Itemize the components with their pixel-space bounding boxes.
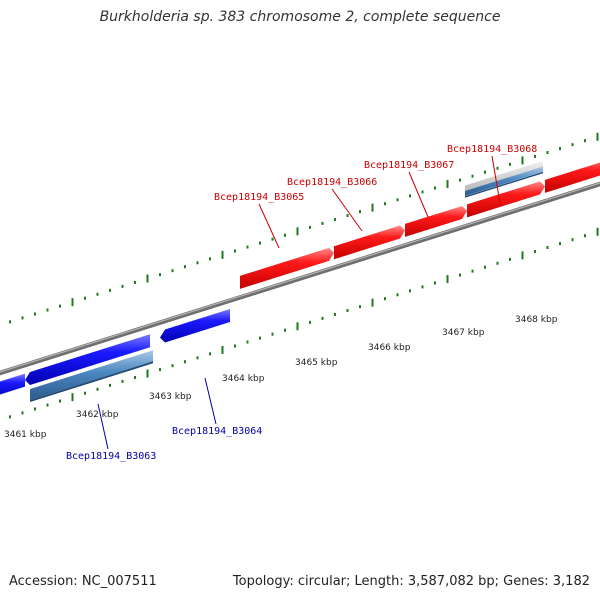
gene-label: Bcep18194_B3066 [287, 177, 377, 188]
feature-track-grey [465, 160, 543, 192]
forward-gene-arrow [545, 162, 600, 193]
sequence-backbone-highlight [0, 182, 600, 373]
kbp-label: 3468 kbp [515, 315, 558, 325]
accession-text: Accession: NC_007511 [9, 574, 157, 589]
feature-track-edge [465, 171, 543, 198]
forward-gene-arrow [467, 181, 545, 218]
kbp-label: 3465 kbp [295, 358, 338, 368]
forward-gene-arrow [405, 205, 467, 237]
kbp-label: 3466 kbp [368, 343, 411, 353]
reverse-gene-arrow [160, 309, 230, 343]
cds-feature-edge [30, 361, 153, 403]
topology-text: Topology: circular; Length: 3,587,082 bp… [232, 574, 590, 589]
cds-feature-block [30, 350, 153, 401]
kbp-label: 3464 kbp [222, 374, 265, 384]
reverse-gene-arrow [0, 373, 25, 395]
forward-gene-arrow [334, 225, 405, 260]
gene-label: Bcep18194_B3067 [364, 160, 454, 171]
forward-gene-arrow [240, 247, 334, 289]
gene-label-leader [331, 188, 363, 232]
kbp-label: 3463 kbp [149, 392, 192, 402]
feature-track-blue [465, 166, 543, 197]
gene-label: Bcep18194_B3063 [66, 451, 156, 462]
kbp-label: 3467 kbp [442, 328, 485, 338]
gene-label-leader [408, 171, 429, 218]
gene-label: Bcep18194_B3068 [447, 144, 537, 155]
gene-label: Bcep18194_B3065 [214, 192, 304, 203]
gene-label-leader [491, 155, 501, 204]
gene-label: Bcep18194_B3064 [172, 426, 262, 437]
kbp-label: 3461 kbp [4, 430, 47, 440]
gene-label-leader [97, 403, 109, 450]
sequence-backbone [0, 181, 600, 376]
kbp-label: 3462 kbp [76, 410, 119, 420]
map-title: Burkholderia sp. 383 chromosome 2, compl… [99, 9, 501, 25]
reverse-gene-arrow [25, 334, 150, 386]
gene-label-leader [258, 203, 280, 249]
gene-label-leader [204, 377, 217, 425]
